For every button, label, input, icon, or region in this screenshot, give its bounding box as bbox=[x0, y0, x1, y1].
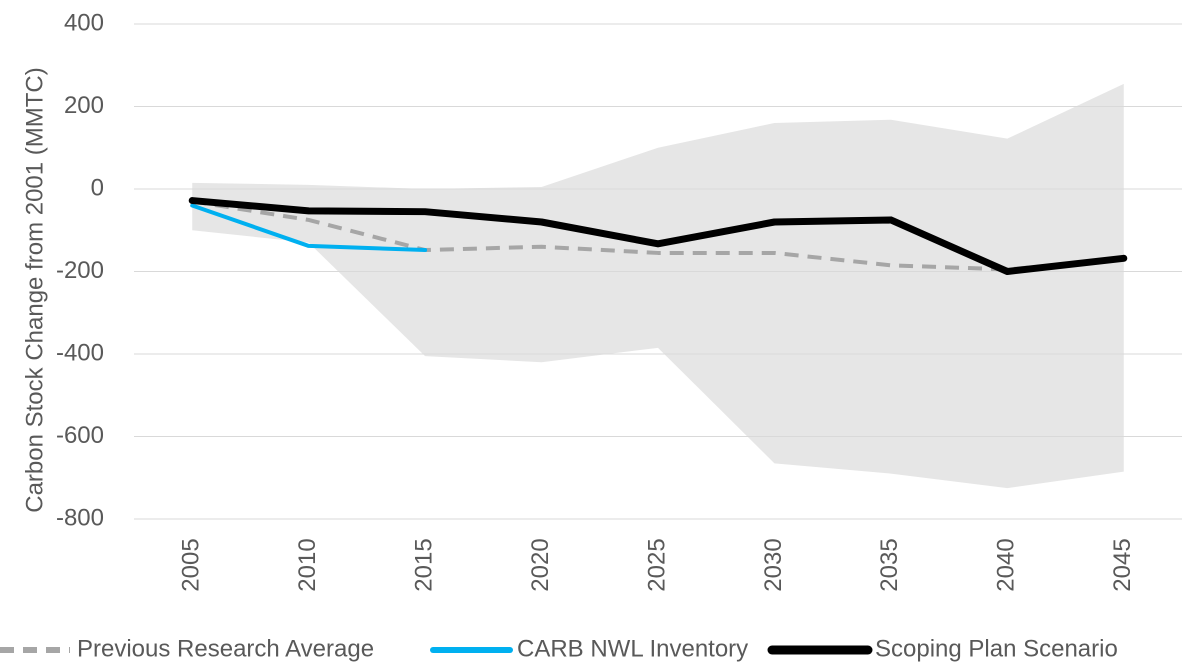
x-tick-label: 2045 bbox=[1109, 538, 1136, 591]
x-tick-label: 2010 bbox=[294, 538, 321, 591]
legend-label: Scoping Plan Scenario bbox=[875, 635, 1118, 662]
x-tick-label: 2025 bbox=[643, 538, 670, 591]
series-line bbox=[188, 197, 1128, 275]
y-axis-label: Carbon Stock Change from 2001 (MMTC) bbox=[21, 67, 48, 513]
legend-label: CARB NWL Inventory bbox=[517, 635, 748, 662]
y-tick-label: -600 bbox=[56, 422, 104, 449]
series-line bbox=[190, 203, 428, 253]
y-tick-label: -200 bbox=[56, 257, 104, 284]
x-tick-label: 2035 bbox=[876, 538, 903, 591]
x-tick-label: 2040 bbox=[993, 538, 1020, 591]
legend-label: Previous Research Average bbox=[77, 635, 374, 662]
x-tick-label: 2015 bbox=[410, 538, 437, 591]
x-tick-label: 2030 bbox=[760, 538, 787, 591]
series-line bbox=[191, 199, 1124, 272]
x-tick-label: 2005 bbox=[178, 538, 205, 591]
y-tick-label: 200 bbox=[64, 92, 104, 119]
range-area bbox=[192, 83, 1124, 489]
y-tick-label: -800 bbox=[56, 504, 104, 531]
x-tick-label: 2020 bbox=[527, 538, 554, 591]
y-tick-label: -400 bbox=[56, 339, 104, 366]
y-tick-label: 400 bbox=[64, 9, 104, 36]
y-tick-label: 0 bbox=[91, 174, 104, 201]
